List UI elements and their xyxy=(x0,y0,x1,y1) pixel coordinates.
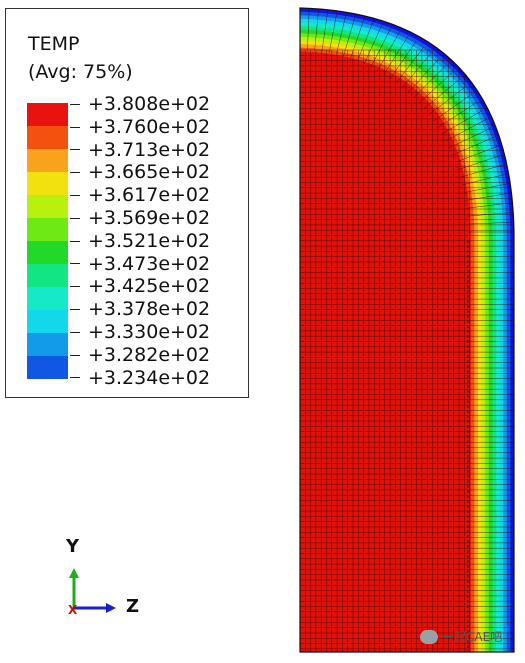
legend-value: +3.234e+02 xyxy=(70,367,210,390)
axis-y-label: Y xyxy=(66,536,80,557)
legend-swatch xyxy=(27,103,68,126)
watermark-text: 一起CAE吧 xyxy=(442,630,503,644)
legend-swatch xyxy=(27,195,68,218)
axis-z-label: Z xyxy=(126,596,140,617)
mesh-line xyxy=(321,8,329,52)
legend-swatch xyxy=(27,264,68,287)
watermark: 一起CAE吧 xyxy=(420,628,502,645)
model-outline xyxy=(299,7,515,653)
legend-labels: +3.808e+02 +3.760e+02 +3.713e+02 +3.665e+02… xyxy=(70,93,210,389)
legend-value: +3.521e+02 xyxy=(70,230,210,253)
legend-value: +3.665e+02 xyxy=(70,161,210,184)
temperature-contour xyxy=(300,8,514,652)
mesh-line xyxy=(364,23,383,64)
axis-arrows: X xyxy=(68,568,116,617)
mesh-line xyxy=(328,9,338,53)
mesh-line xyxy=(433,94,472,122)
legend-swatch xyxy=(27,241,68,264)
legend-panel: TEMP (Avg: 75%) +3.808e+02 +3.760e+02 +3.7… xyxy=(5,8,249,398)
mesh-line xyxy=(396,46,425,84)
mesh-line xyxy=(437,102,478,128)
mesh-line xyxy=(390,41,417,79)
legend-subtitle: (Avg: 75%) xyxy=(28,61,133,83)
mesh-line xyxy=(457,154,504,170)
mesh-line xyxy=(445,118,488,142)
legend-swatch xyxy=(27,333,68,356)
mesh-line xyxy=(413,65,447,98)
legend-value: +3.378e+02 xyxy=(70,298,210,321)
legend-value: +3.473e+02 xyxy=(70,253,210,276)
mesh-line xyxy=(467,221,514,225)
mesh-line xyxy=(448,127,492,149)
legend-value: +3.760e+02 xyxy=(70,116,210,139)
legend-value: +3.569e+02 xyxy=(70,207,210,230)
mesh-line xyxy=(407,58,440,93)
mesh-line xyxy=(418,72,453,104)
wechat-icon xyxy=(420,629,438,644)
mesh-line xyxy=(460,163,507,178)
mesh-line xyxy=(314,8,320,51)
legend-swatch xyxy=(27,287,68,310)
mesh-line xyxy=(455,145,500,163)
mesh-grid xyxy=(300,8,514,652)
legend-value: +3.282e+02 xyxy=(70,344,210,367)
legend-value: +3.713e+02 xyxy=(70,139,210,162)
legend-value: +3.808e+02 xyxy=(70,93,210,116)
mesh-line xyxy=(343,13,357,57)
legend-swatch xyxy=(27,149,68,172)
legend-swatch xyxy=(27,310,68,333)
mesh-line xyxy=(441,110,483,135)
mesh-line xyxy=(423,79,460,110)
mesh-line xyxy=(377,31,400,71)
axis-triad: Y Z X xyxy=(40,536,150,626)
mesh-line xyxy=(350,16,366,59)
legend-title: TEMP xyxy=(28,33,80,55)
mesh-line xyxy=(370,27,392,68)
mesh-line xyxy=(402,52,432,88)
legend-swatch xyxy=(27,218,68,241)
mesh-line xyxy=(465,192,513,201)
legend-value: +3.617e+02 xyxy=(70,184,210,207)
mesh-line xyxy=(428,86,466,116)
mesh-line xyxy=(466,202,514,209)
legend-color-bar xyxy=(27,103,68,379)
svg-text:X: X xyxy=(68,603,78,617)
legend-value: +3.330e+02 xyxy=(70,321,210,344)
mesh-line xyxy=(462,173,509,186)
mesh-line xyxy=(452,136,496,156)
legend-value: +3.425e+02 xyxy=(70,275,210,298)
mesh-line xyxy=(357,19,375,62)
mesh-line xyxy=(467,212,514,217)
legend-swatch xyxy=(27,126,68,149)
legend-swatch xyxy=(27,172,68,195)
mesh-line xyxy=(336,11,347,55)
mesh-line xyxy=(383,36,409,75)
mesh-line xyxy=(463,182,511,193)
legend-swatch xyxy=(27,356,68,379)
contour-bands xyxy=(300,8,514,652)
mesh-line xyxy=(307,8,310,51)
